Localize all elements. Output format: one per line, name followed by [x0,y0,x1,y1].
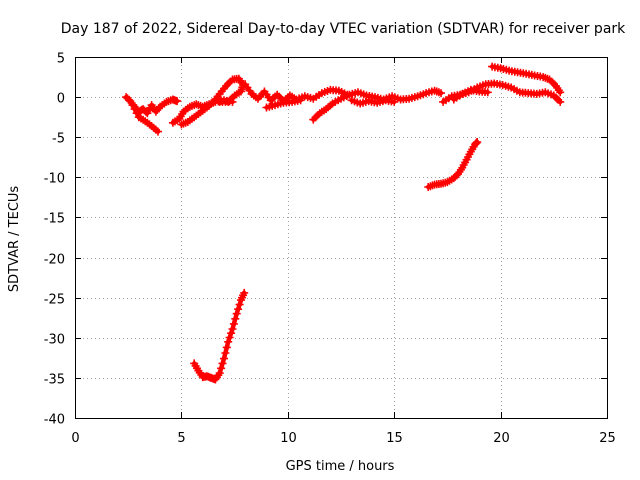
data-point-marker [473,138,482,146]
data-point-marker [390,97,399,106]
data-point-marker [229,319,238,328]
data-point-marker [130,105,139,114]
data-point-marker [225,333,234,342]
series-track-6 [262,96,305,112]
data-point-marker [221,349,230,357]
data-point-marker [215,97,224,106]
data-point-marker [173,97,182,106]
x-tick-label: 25 [599,431,616,446]
data-point-marker [222,343,231,352]
y-tick-label: -40 [44,413,65,428]
series-track-2 [128,101,162,136]
y-tick-label: -25 [44,293,65,308]
data-point-marker [240,288,249,297]
x-tick-label: 20 [493,431,510,446]
data-point-marker [217,364,226,373]
y-tick-label: 0 [57,92,65,107]
x-axis-label: GPS time / hours [286,459,395,474]
y-tick-label: -15 [44,212,65,227]
x-tick-label: 15 [386,431,403,446]
data-point-marker [224,337,233,346]
data-point-marker [228,325,237,333]
data-point-marker [231,314,240,323]
y-tick-label: -5 [52,132,65,147]
x-tick-label: 0 [71,431,79,446]
y-axis-label: SDTVAR / TECUs [7,186,22,293]
data-point-marker [556,88,565,97]
data-point-marker [437,89,445,98]
series-track-11 [488,62,565,97]
grid [75,57,607,418]
y-tick-label: -35 [44,373,65,388]
data-point-marker [556,97,565,106]
data-point-marker [215,369,224,378]
axis-ticks: 0 5 10 15 20 25 5 0 -5 -10 -15 -20 -25 -30 -35 -40 [44,52,616,447]
data-point-marker [220,354,228,363]
data-point-marker [234,305,243,314]
series-track-12 [424,138,482,191]
y-tick-label: -20 [44,253,65,268]
series-track-13 [190,288,249,384]
x-tick-label: 5 [177,431,185,446]
y-tick-label: -30 [44,333,65,348]
data-series [122,62,565,384]
data-point-marker [232,309,241,318]
chart-title: Day 187 of 2022, Sidereal Day-to-day VTE… [61,21,626,37]
series-track-4 [177,74,248,129]
data-point-marker [296,96,305,105]
data-point-marker [227,329,236,338]
series-track-8 [347,96,399,108]
series-track-5 [241,80,352,106]
y-tick-label: 5 [57,52,65,67]
y-tick-label: -10 [44,172,65,187]
series-track-10 [449,85,492,104]
data-point-marker [218,359,227,368]
data-point-marker [154,127,162,136]
data-point-marker [235,300,244,309]
data-point-marker [483,88,492,97]
plot-frame [75,57,608,419]
x-tick-label: 10 [280,431,297,446]
series-track-7 [309,86,445,124]
